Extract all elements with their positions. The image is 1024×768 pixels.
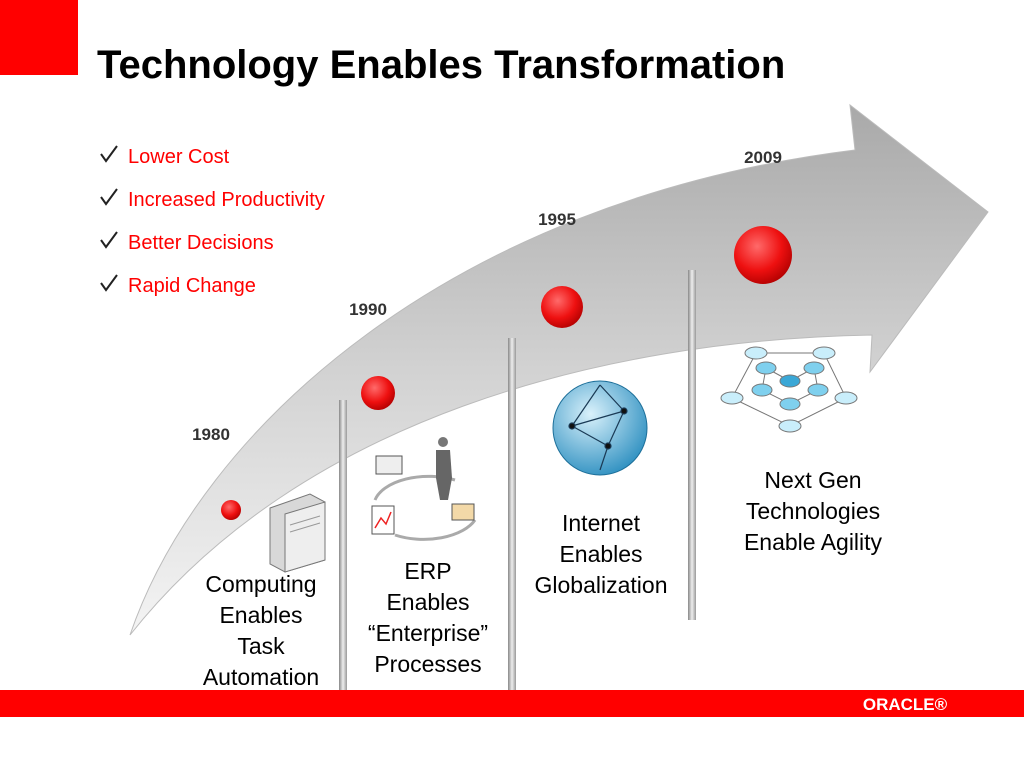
- milestone-label: Next Gen: [764, 467, 861, 493]
- milestone-label: Processes: [374, 651, 481, 677]
- milestone-dot: [734, 226, 792, 284]
- footer-bar: [0, 690, 1024, 717]
- milestone-dot: [361, 376, 395, 410]
- milestone-label: Enables: [219, 602, 302, 628]
- milestone-label: Task: [237, 633, 285, 659]
- year-label: 1995: [538, 210, 576, 229]
- year-label: 2009: [744, 148, 782, 167]
- milestone-label: Internet: [562, 510, 641, 536]
- year-label: 1990: [349, 300, 387, 319]
- check-mark: [100, 231, 118, 249]
- year-label: 1980: [192, 425, 230, 444]
- check-mark: [100, 145, 118, 163]
- milestone-label: Enable Agility: [744, 529, 883, 555]
- oracle-logo: ORACLE®: [863, 695, 948, 714]
- slide-title: Technology Enables Transformation: [97, 43, 785, 87]
- pillar: [339, 400, 347, 690]
- globe-icon: [552, 380, 648, 476]
- pillar: [508, 338, 516, 690]
- milestone-label: ERP: [404, 558, 451, 584]
- erp-icon: [371, 437, 477, 541]
- milestone-label: Automation: [203, 664, 319, 690]
- check-mark: [100, 188, 118, 206]
- milestone-label: Enables: [386, 589, 469, 615]
- bullet-text: Rapid Change: [128, 275, 256, 297]
- pillar: [688, 270, 696, 620]
- bullet-text: Increased Productivity: [128, 189, 325, 211]
- milestone-dot: [221, 500, 241, 520]
- corner-block: [0, 0, 78, 75]
- milestone-dot: [541, 286, 583, 328]
- network-icon: [720, 346, 858, 433]
- bullet-text: Better Decisions: [128, 232, 274, 254]
- server-icon: [269, 493, 326, 573]
- bullet-text: Lower Cost: [128, 146, 230, 168]
- check-mark: [100, 274, 118, 292]
- milestone-label: “Enterprise”: [368, 620, 488, 646]
- milestone-label: Technologies: [746, 498, 880, 524]
- milestone-label: Enables: [559, 541, 642, 567]
- milestone-label: Globalization: [535, 572, 668, 598]
- milestone-label: Computing: [205, 571, 316, 597]
